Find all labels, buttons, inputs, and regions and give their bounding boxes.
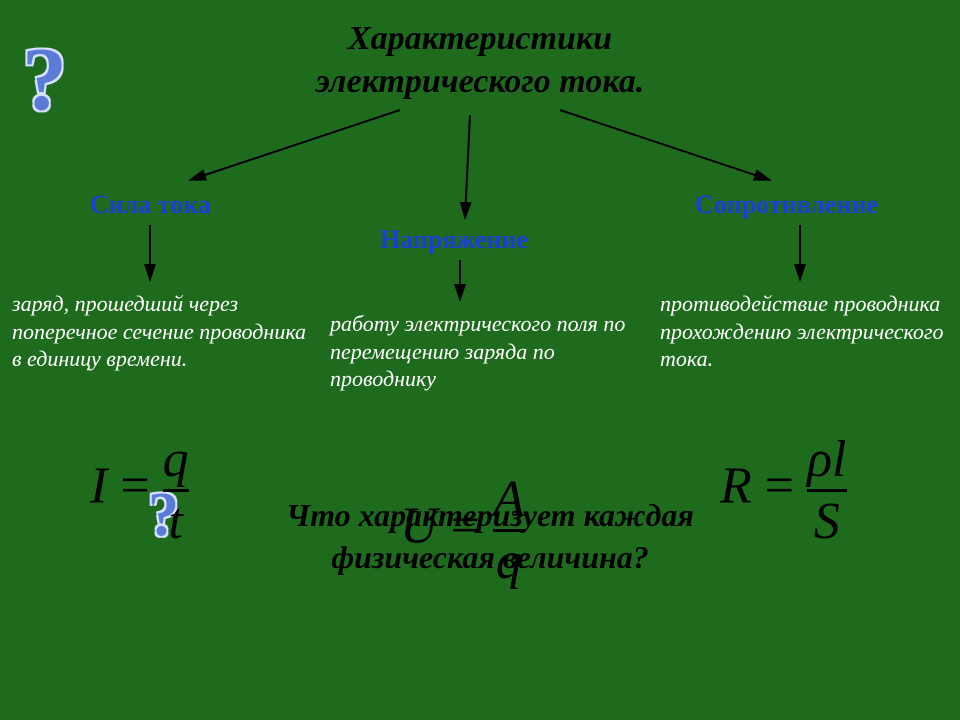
arrow-title-to-current xyxy=(190,110,400,180)
branch-desc-voltage: работу электрического поля по перемещени… xyxy=(330,310,630,393)
bottom-question-line2: физическая величина? xyxy=(331,539,649,575)
formula-current-lhs: I xyxy=(90,457,107,514)
formula-resistance-den: S xyxy=(807,489,846,551)
formula-resistance-num: ρl xyxy=(807,430,846,489)
arrow-title-to-resistance xyxy=(560,110,770,180)
branch-desc-resistance: противодействие проводника прохождению э… xyxy=(660,290,960,373)
branch-label-resistance: Сопротивление xyxy=(695,190,878,220)
bottom-question: Что характеризует каждая физическая вели… xyxy=(190,495,790,578)
formula-current-frac: q t xyxy=(163,430,189,551)
question-mark-icon: ? xyxy=(22,28,67,131)
arrow-title-to-voltage xyxy=(465,115,470,218)
bottom-question-line1: Что характеризует каждая xyxy=(286,497,694,533)
equals-sign: = xyxy=(120,457,149,514)
formula-current-num: q xyxy=(163,430,189,489)
formula-resistance-frac: ρl S xyxy=(807,430,846,551)
branch-label-current: Сила тока xyxy=(90,190,211,220)
branch-desc-current: заряд, прошедший через поперечное сечени… xyxy=(12,290,312,373)
branch-label-voltage: Напряжение xyxy=(380,225,528,255)
formula-current-den: t xyxy=(163,489,189,551)
slide-title: Характеристики электрического тока. xyxy=(200,18,760,103)
formula-current: I = q t xyxy=(90,430,189,551)
slide-title-line2: электрического тока. xyxy=(316,63,644,100)
slide-title-line1: Характеристики xyxy=(348,20,612,57)
